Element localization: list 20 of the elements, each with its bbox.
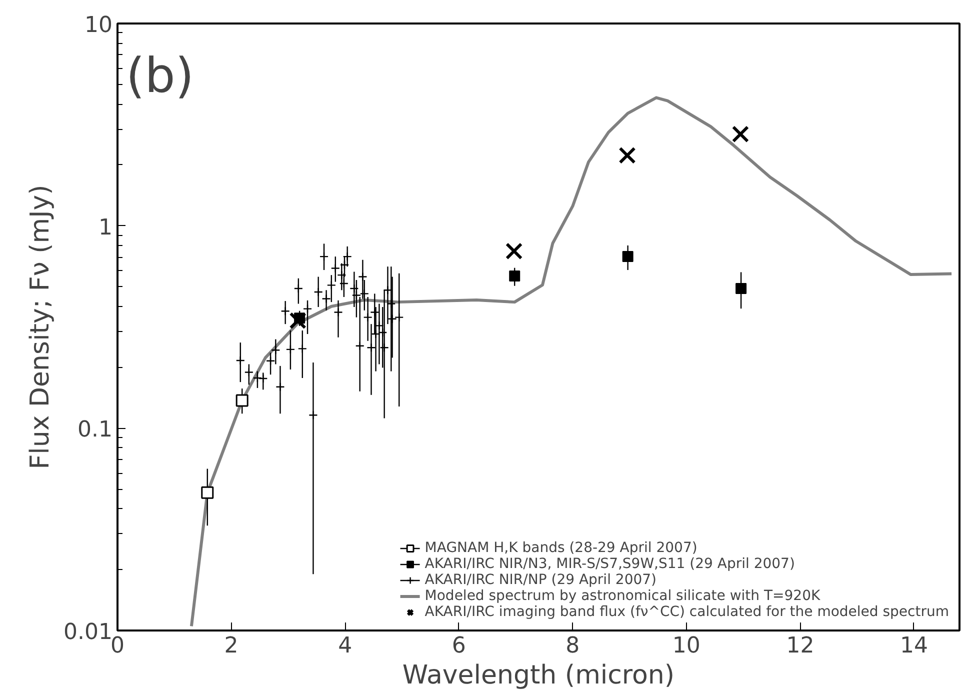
y-tick-label: 10: [84, 13, 113, 38]
y-tick-label: 0.1: [78, 418, 113, 443]
x-tick-label: 14: [900, 634, 928, 658]
legend-label: Modeled spectrum by astronomical silicate with T=920K: [424, 588, 820, 604]
x-tick-label: 2: [224, 634, 238, 658]
annotation: (b): [126, 48, 194, 104]
legend-label: MAGNAM H,K bands (28-29 April 2007): [424, 540, 698, 556]
y-tick-label: 0.01: [64, 620, 112, 645]
x-tick-label: 12: [786, 634, 814, 658]
x-tick-label: 0: [110, 634, 124, 658]
y-axis-title: Flux Density; Fν (mJy): [26, 184, 56, 470]
legend-label: AKARI/IRC imaging band flux (fν^CC) calculated for the modeled spectrum: [424, 604, 949, 620]
x-tick-label: 6: [452, 634, 466, 658]
legend-label: AKARI/IRC NIR/N3, MIR-S/S7,S9W,S11 (29 April 2007): [424, 556, 795, 572]
y-tick-label: 1: [98, 215, 113, 240]
x-axis-title: Wavelength (micron): [402, 660, 675, 690]
legend-label: AKARI/IRC NIR/NP (29 April 2007): [424, 572, 657, 588]
x-tick-label: 4: [338, 634, 352, 658]
x-tick-label: 8: [566, 634, 580, 658]
x-tick-label: 10: [672, 634, 700, 658]
